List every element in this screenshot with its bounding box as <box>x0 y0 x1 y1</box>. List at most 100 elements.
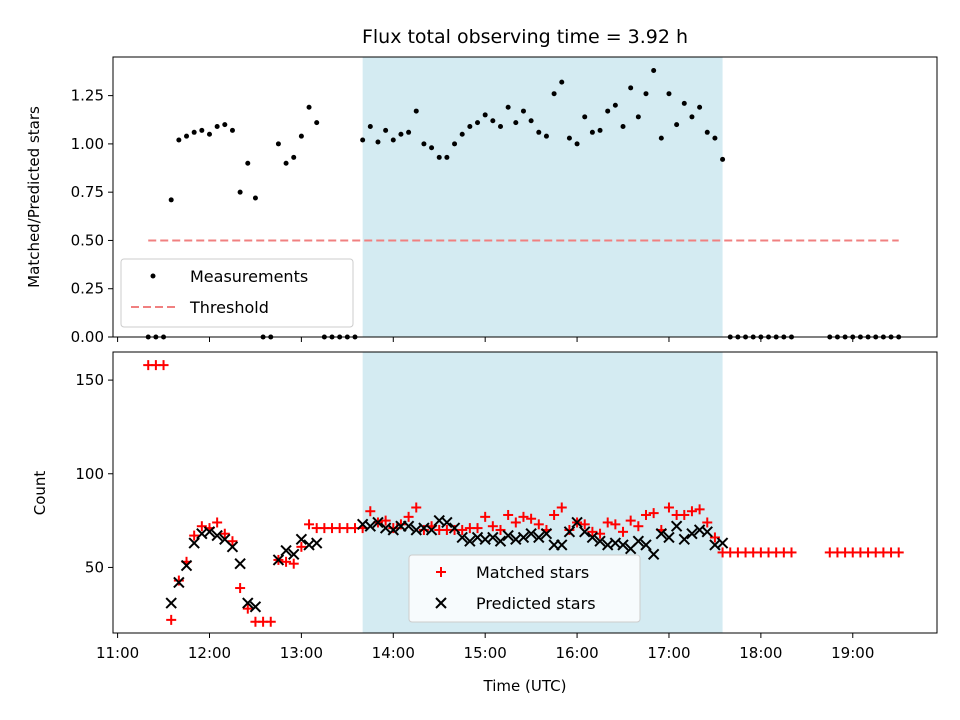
measurements-point <box>275 141 281 147</box>
matched-stars-point <box>457 524 468 535</box>
matched-stars-point <box>235 583 246 594</box>
predicted-stars-point <box>441 516 453 529</box>
predicted-stars-point <box>517 531 530 544</box>
predicted-stars-point <box>663 531 675 544</box>
bottom-panel-x-ticks: 11:00 12:00 13:00 14:00 15:00 16:00 17:00 18:00… <box>96 633 874 662</box>
measurements-point <box>237 189 243 195</box>
measurements-point <box>360 137 366 143</box>
measurements-point <box>367 124 373 130</box>
predicted-stars-point <box>617 539 629 551</box>
x-tick-label: 18:00 <box>739 644 782 662</box>
predicted-stars-point <box>173 576 185 589</box>
predicted-stars-point <box>387 524 399 536</box>
legend-threshold-label: Threshold <box>189 298 269 317</box>
x-tick-label: 12:00 <box>188 644 231 662</box>
chart-title: Flux total observing time = 3.92 h <box>362 26 688 48</box>
matched-stars-point <box>556 502 567 513</box>
matched-stars-point <box>510 517 521 528</box>
measurements-point <box>612 102 618 108</box>
measurements-point <box>199 127 205 133</box>
measurements-point <box>214 124 220 130</box>
measurements-point <box>559 79 565 85</box>
matched-stars-point <box>533 519 544 530</box>
measurements-point <box>252 195 258 201</box>
measurements-point <box>497 124 503 130</box>
measurements-point <box>291 154 297 160</box>
measurements-point <box>184 133 190 139</box>
measurements-point <box>551 91 557 97</box>
matched-stars-point <box>388 523 399 534</box>
predicted-stars-point <box>310 537 323 549</box>
predicted-stars-point <box>647 548 660 561</box>
predicted-stars-point <box>586 531 599 544</box>
y-tick-label: 1.25 <box>71 87 104 105</box>
measurements-point <box>543 133 549 139</box>
measurements-point <box>222 122 228 128</box>
measurements-point <box>566 135 572 141</box>
matched-stars-point <box>648 508 659 519</box>
predicted-stars-point <box>272 554 285 566</box>
measurements-point <box>429 145 435 151</box>
predicted-stars-point <box>670 520 683 532</box>
matched-stars-point <box>663 502 674 513</box>
x-tick-label: 17:00 <box>647 644 690 662</box>
bottom-panel-legend: Matched stars Predicted stars <box>408 554 641 623</box>
legend-matched-stars-marker <box>436 567 446 577</box>
measurements-point <box>697 104 703 110</box>
predicted-stars-point <box>295 533 308 546</box>
matched-stars-point <box>242 603 253 614</box>
matched-stars-point <box>365 506 376 517</box>
predicted-stars-point <box>701 526 713 538</box>
x-axis-label: Time (UTC) <box>483 677 567 695</box>
measurements-point <box>704 129 710 135</box>
predicted-stars-point <box>655 528 668 540</box>
x-tick-label: 16:00 <box>555 644 598 662</box>
predicted-stars-point <box>556 539 568 551</box>
predicted-stars-point <box>571 516 583 529</box>
measurements-point <box>520 108 526 114</box>
measurements-point <box>628 85 634 91</box>
measurements-point <box>620 124 626 130</box>
predicted-stars-point <box>494 535 507 547</box>
matched-stars-point <box>158 360 169 371</box>
predicted-stars-point <box>211 529 223 542</box>
measurements-point <box>712 135 718 141</box>
measurements-point <box>229 127 235 133</box>
predicted-stars-point <box>372 516 384 529</box>
y-tick-label: 0.50 <box>71 231 104 249</box>
measurements-point <box>390 137 396 143</box>
matched-stars-point <box>633 521 644 532</box>
predicted-stars-point <box>180 559 193 572</box>
legend-matched-stars-label: Matched stars <box>476 563 589 582</box>
y-tick-label: 1.00 <box>71 135 104 153</box>
legend-predicted-stars-marker <box>435 597 447 609</box>
measurements-point <box>597 127 603 133</box>
predicted-stars-point <box>678 533 690 546</box>
measurements-point <box>651 68 657 74</box>
measurements-point <box>689 114 695 120</box>
top-panel-frame <box>112 56 938 338</box>
matched-stars-point <box>166 614 177 625</box>
x-tick-label: 14:00 <box>372 644 415 662</box>
y-tick-label: 100 <box>75 465 104 483</box>
measurements-point <box>635 114 641 120</box>
matched-stars-point <box>288 558 299 569</box>
x-tick-label: 11:00 <box>96 644 139 662</box>
matched-stars-point <box>602 517 613 528</box>
measurements-point <box>505 104 511 110</box>
measurements-point <box>314 120 320 126</box>
predicted-stars-point <box>563 526 576 538</box>
matched-stars-point <box>304 519 315 530</box>
measurements-point <box>513 120 519 126</box>
measurements-point <box>191 129 197 135</box>
predicted-stars-point <box>249 601 262 613</box>
predicted-stars-point <box>203 526 216 538</box>
matched-stars-point <box>403 511 414 522</box>
measurements-point <box>421 141 427 147</box>
top-panel-y-axis-label: Matched/Predicted stars <box>25 106 43 288</box>
matched-stars-point <box>786 547 797 558</box>
bottom-panel-y-axis-label: Count <box>31 471 49 516</box>
measurements-point <box>681 100 687 106</box>
predicted-stars-point <box>594 535 606 547</box>
y-tick-label: 50 <box>85 558 104 576</box>
